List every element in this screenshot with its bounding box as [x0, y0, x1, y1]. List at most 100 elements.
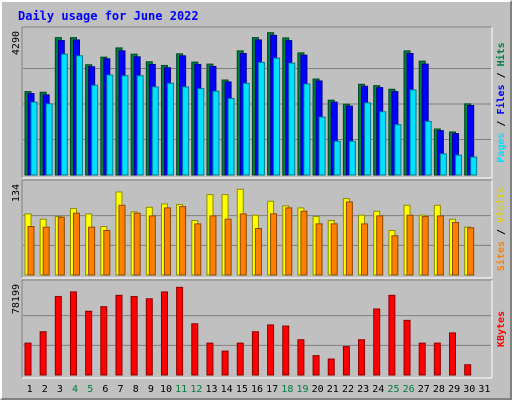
- x-tick-label: 6: [102, 384, 108, 395]
- bar: [388, 294, 396, 376]
- bar: [115, 294, 123, 376]
- bar: [333, 140, 341, 176]
- bar: [358, 339, 366, 376]
- bar: [194, 223, 202, 276]
- x-tick-label: 11: [175, 384, 187, 395]
- bar: [151, 86, 159, 176]
- bar: [57, 216, 65, 276]
- bar: [257, 61, 265, 176]
- bar: [251, 331, 259, 376]
- x-tick-label: 14: [221, 384, 233, 395]
- x-tick-label: 26: [403, 384, 415, 395]
- bar: [72, 212, 80, 276]
- bar: [75, 55, 83, 176]
- x-tick-label: 23: [357, 384, 369, 395]
- bar: [288, 62, 296, 176]
- bar: [39, 331, 47, 376]
- x-tick-label: 17: [266, 384, 278, 395]
- bar: [270, 213, 278, 276]
- x-tick-label: 21: [327, 384, 339, 395]
- x-tick-label: 5: [87, 384, 93, 395]
- bar: [100, 306, 108, 376]
- bar: [449, 332, 457, 376]
- x-tick-label: 9: [148, 384, 154, 395]
- bar: [60, 53, 68, 176]
- x-tick-label: 20: [312, 384, 324, 395]
- bar: [282, 325, 290, 376]
- bar: [379, 111, 387, 176]
- bar: [106, 74, 114, 176]
- side-label-part: Visits: [495, 187, 507, 223]
- y-max-label: 4290: [11, 31, 22, 55]
- bar: [54, 295, 62, 376]
- bar: [303, 83, 311, 176]
- x-tick-label: 22: [342, 384, 354, 395]
- bar: [455, 154, 463, 176]
- x-tick-label: 8: [133, 384, 139, 395]
- x-tick-label: 18: [281, 384, 293, 395]
- x-tick-label: 19: [296, 384, 308, 395]
- bar: [348, 140, 356, 176]
- bar: [239, 213, 247, 276]
- chart-panels: 4290 Pages / Files / Hits 134 Sites / Visit…: [11, 26, 507, 379]
- chart-title: Daily usage for June 2022: [18, 9, 199, 23]
- bar: [224, 218, 232, 276]
- bar: [424, 120, 432, 176]
- bar: [166, 82, 174, 176]
- bar: [467, 227, 475, 276]
- bar: [373, 308, 381, 376]
- bar: [433, 342, 441, 376]
- bar: [394, 124, 402, 176]
- x-tick-label: 4: [72, 384, 78, 395]
- bar: [242, 82, 250, 176]
- x-tick-label: 10: [160, 384, 172, 395]
- bar: [176, 286, 184, 376]
- y-max-label: 134: [11, 184, 22, 202]
- bar: [312, 355, 320, 376]
- bar: [163, 207, 171, 276]
- bar: [133, 212, 141, 276]
- bar: [418, 342, 426, 376]
- bar: [376, 215, 384, 276]
- bar: [409, 89, 417, 176]
- bar: [330, 223, 338, 276]
- x-tick-label: 27: [418, 384, 430, 395]
- side-label-part: Pages: [496, 133, 507, 163]
- x-tick-label: 1: [27, 384, 33, 395]
- x-tick-label: 13: [205, 384, 217, 395]
- bar: [24, 342, 32, 376]
- bar: [436, 215, 444, 276]
- panel-visits-sites: 134 Sites / Visits: [11, 179, 507, 279]
- bar: [403, 319, 411, 376]
- bar: [212, 90, 220, 176]
- side-label-part: Hits: [495, 42, 507, 66]
- x-tick-label: 3: [57, 384, 63, 395]
- bar: [209, 215, 217, 276]
- bar: [85, 310, 93, 376]
- bar: [452, 222, 460, 276]
- bar: [361, 223, 369, 276]
- series-sites: [27, 201, 475, 276]
- bar: [470, 156, 478, 176]
- bar: [267, 324, 275, 376]
- side-label-part: Files: [495, 84, 507, 114]
- bar: [121, 75, 129, 176]
- bar: [27, 226, 35, 276]
- bar: [148, 215, 156, 276]
- side-label-part: KBytes: [496, 311, 507, 347]
- x-tick-label: 28: [433, 384, 445, 395]
- bar: [103, 230, 111, 276]
- side-label-part: Sites: [495, 241, 507, 271]
- x-tick-label: 2: [42, 384, 48, 395]
- x-tick-label: 29: [448, 384, 460, 395]
- x-tick-label: 7: [118, 384, 124, 395]
- bar: [406, 214, 414, 276]
- bar: [421, 216, 429, 276]
- bar: [221, 350, 229, 376]
- bar: [197, 88, 205, 176]
- bar: [42, 226, 50, 276]
- bar: [318, 116, 326, 176]
- y-max-label: 78199: [11, 284, 22, 314]
- series-pages: [30, 53, 478, 176]
